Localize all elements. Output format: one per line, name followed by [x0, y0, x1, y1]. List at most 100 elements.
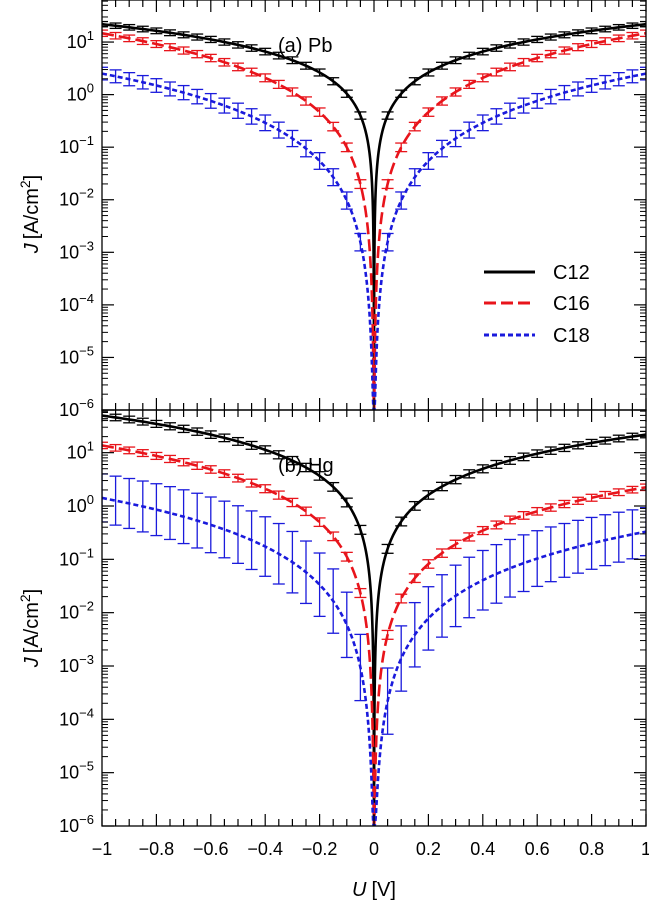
error-bar-c18: [136, 480, 149, 533]
error-bar-c16: [218, 57, 231, 67]
x-tick-label: 0.2: [416, 839, 441, 859]
error-bar-c16: [558, 499, 571, 509]
error-bar-c18: [381, 232, 394, 252]
error-bar-c12: [422, 68, 435, 77]
error-bar-c16: [150, 40, 163, 49]
error-bar-c18: [340, 591, 353, 659]
error-bar-c18: [191, 88, 204, 105]
error-bar-c12: [490, 459, 503, 469]
error-bar-c18: [490, 108, 503, 125]
error-bar-c18: [476, 114, 489, 132]
y-tick-label: 10−4: [59, 705, 94, 729]
error-bar-c16: [422, 107, 435, 117]
error-bar-c12: [612, 434, 625, 443]
error-bar-c12: [164, 422, 176, 431]
error-bar-c18: [109, 69, 122, 84]
error-bar-c12: [218, 433, 231, 443]
y-tick-label: 10−6: [59, 812, 94, 836]
error-bar-c16: [449, 539, 462, 550]
error-bar-c18: [354, 232, 367, 252]
error-bar-c12: [381, 111, 394, 120]
error-bar-c16: [286, 497, 299, 508]
error-bar-c18: [327, 568, 340, 634]
error-bar-c18: [232, 102, 244, 119]
error-bar-c16: [640, 483, 646, 492]
error-bar-c12: [300, 61, 312, 70]
error-bar-c16: [102, 441, 108, 450]
error-bar-c16: [599, 490, 612, 499]
error-bar-c12: [354, 524, 367, 535]
error-bar-c18: [531, 530, 544, 588]
x-tick-label: 0: [369, 839, 379, 859]
error-bar-c18: [395, 191, 408, 210]
y-tick-label: 100: [67, 81, 94, 105]
error-bar-c18: [164, 81, 176, 97]
error-bar-c18: [123, 477, 136, 530]
error-bar-c16: [544, 503, 557, 512]
error-bar-c16: [204, 465, 217, 474]
y-tick-label: 101: [67, 439, 94, 463]
error-bar-c12: [504, 41, 516, 49]
error-bar-c16: [300, 96, 312, 106]
error-bar-c18: [585, 78, 598, 93]
error-bar-c12: [531, 449, 544, 459]
series-line-c12: [102, 414, 646, 826]
error-bar-c18: [449, 564, 462, 628]
error-bar-c16: [286, 87, 299, 97]
error-bar-c16: [531, 506, 544, 516]
error-bar-c12: [313, 68, 326, 77]
xlabel: U [V]: [352, 879, 396, 901]
error-bar-c18: [463, 556, 476, 619]
x-tick-label: −0.8: [139, 839, 175, 859]
error-bar-c16: [109, 31, 122, 40]
error-bar-c12: [313, 471, 326, 481]
x-tick-label: −0.2: [302, 839, 338, 859]
error-bar-c12: [204, 430, 217, 439]
error-bar-c16: [531, 53, 544, 63]
error-bar-c16: [612, 488, 625, 497]
x-tick-label: 0.6: [525, 839, 550, 859]
error-bar-c18: [300, 540, 312, 605]
x-tick-label: 0.8: [579, 839, 604, 859]
error-bar-c18: [599, 514, 612, 567]
error-bar-c18: [449, 129, 462, 148]
y-tick-label: 10−3: [59, 238, 94, 262]
error-bar-c12: [449, 474, 462, 485]
error-bar-c16: [272, 490, 285, 500]
y-tick-label: 10−2: [59, 186, 94, 210]
error-bar-c12: [272, 51, 285, 60]
error-bar-c18: [259, 516, 272, 577]
error-bar-c16: [449, 87, 462, 97]
error-bar-c16: [327, 121, 340, 132]
ylabel-b: J[A/cm2]: [17, 589, 43, 668]
error-bar-c12: [504, 455, 516, 465]
error-bar-c16: [123, 446, 136, 455]
error-bar-c16: [177, 457, 190, 467]
error-bar-c16: [354, 179, 367, 190]
error-bar-c16: [585, 40, 598, 49]
error-bar-c16: [340, 551, 353, 562]
x-tick-label: −0.6: [193, 839, 229, 859]
error-bar-c12: [463, 51, 476, 60]
error-bar-c12: [558, 31, 571, 39]
error-bar-c18: [340, 191, 353, 210]
error-bar-c16: [395, 593, 408, 604]
error-bar-c18: [191, 492, 204, 549]
error-bar-c18: [599, 74, 612, 90]
error-bar-c12: [204, 35, 217, 44]
error-bar-c16: [340, 142, 353, 153]
error-bar-c18: [640, 507, 646, 557]
error-bar-c16: [354, 587, 367, 599]
error-bar-c16: [640, 29, 646, 38]
y-tick-label: 101: [67, 28, 94, 52]
error-bar-c12: [327, 481, 340, 492]
error-bar-c18: [381, 667, 394, 735]
error-bar-c18: [395, 625, 408, 692]
error-bar-c12: [476, 464, 489, 474]
error-bar-c18: [422, 152, 435, 170]
error-bar-c12: [300, 462, 312, 473]
error-bar-c16: [476, 73, 489, 83]
error-bar-c16: [327, 531, 340, 542]
panel-a-plot-area: [102, 20, 646, 410]
error-bar-c16: [463, 532, 476, 542]
